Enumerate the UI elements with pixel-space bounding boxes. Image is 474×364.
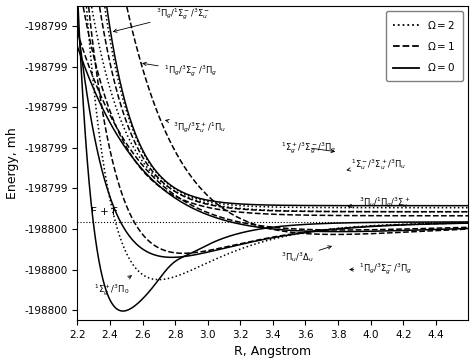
Text: $^3\Pi_g/^1\Sigma_g^-/^3\Sigma_u^-$: $^3\Pi_g/^1\Sigma_g^-/^3\Sigma_u^-$	[114, 7, 210, 32]
Text: $^1\Sigma_g^+/^3\Sigma_g^-/^3\Pi_g$: $^1\Sigma_g^+/^3\Sigma_g^-/^3\Pi_g$	[281, 140, 337, 156]
Text: F + F: F + F	[91, 207, 118, 217]
Text: $^3\Pi_g/^3\Sigma_u^+/^1\Pi_u$: $^3\Pi_g/^3\Sigma_u^+/^1\Pi_u$	[166, 119, 227, 135]
Text: $^1\Pi_g/^3\Sigma_g^-/^3\Pi_g$: $^1\Pi_g/^3\Sigma_g^-/^3\Pi_g$	[350, 262, 412, 277]
X-axis label: R, Angstrom: R, Angstrom	[234, 345, 311, 359]
Text: $^3\Pi_u/^1\Pi_g/^3\Sigma_u^+$: $^3\Pi_u/^1\Pi_g/^3\Sigma_u^+$	[348, 195, 411, 210]
Text: $^3\Pi_u/^3\Delta_u$: $^3\Pi_u/^3\Delta_u$	[281, 246, 331, 264]
Text: $^1\Sigma_u^-/^3\Sigma_u^+/^3\Pi_u$: $^1\Sigma_u^-/^3\Sigma_u^+/^3\Pi_u$	[347, 157, 406, 171]
Legend: $\Omega = 2$, $\Omega = 1$, $\Omega = 0$: $\Omega = 2$, $\Omega = 1$, $\Omega = 0$	[386, 11, 463, 80]
Text: $^1\Sigma_g^+/^3\Pi_0$: $^1\Sigma_g^+/^3\Pi_0$	[94, 276, 131, 297]
Text: $^1\Pi_g/^3\Sigma_g^-/^3\Pi_g$: $^1\Pi_g/^3\Sigma_g^-/^3\Pi_g$	[143, 62, 217, 79]
Y-axis label: Energy, mh: Energy, mh	[6, 127, 18, 199]
